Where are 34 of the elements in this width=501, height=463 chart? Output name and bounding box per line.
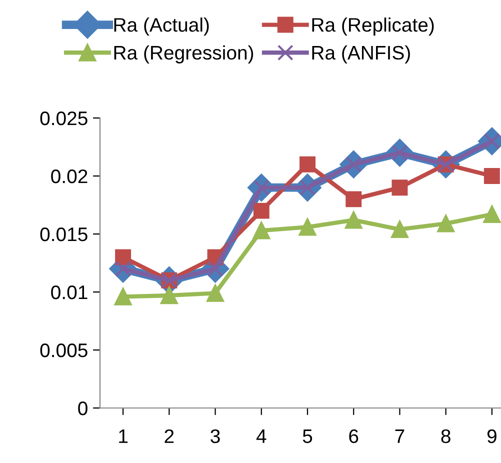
point [392,180,408,196]
x-tick-label: 1 [119,430,128,443]
point [391,220,408,238]
legend-label: Ra (Replicate) [312,18,434,36]
point [298,218,316,236]
x-tick-label: 4 [256,430,266,443]
y-tick-label: 0.02 [51,169,88,184]
point [114,288,132,306]
point [253,202,270,219]
legend-label: Ra (Regression) [114,45,254,64]
x-tick-label: 5 [302,430,312,444]
y-tick-label: 0.025 [40,111,88,126]
legend-label: Ra (Actual) [114,18,209,36]
y-tick-label: 0.005 [40,343,88,358]
x-tick-label: 9 [487,429,496,444]
x-tick-label: 7 [395,430,404,443]
point [300,156,316,172]
point [346,191,362,208]
point [484,168,500,184]
y-tick-label: 0.01 [51,285,88,300]
x-tick-label: 6 [349,429,358,444]
point [160,286,178,304]
point [252,222,270,240]
x-tick-label: 8 [441,429,450,444]
point [483,206,501,223]
point [115,249,132,266]
x-tick-label: 2 [164,429,174,443]
x-tick-label: 3 [210,429,220,444]
y-tick-label: 0 [78,401,88,416]
y-tick-label: 0.015 [40,227,88,242]
legend-label: Ra (ANFIS) [312,45,410,64]
point [437,214,455,232]
point [344,211,362,229]
point [206,284,224,302]
